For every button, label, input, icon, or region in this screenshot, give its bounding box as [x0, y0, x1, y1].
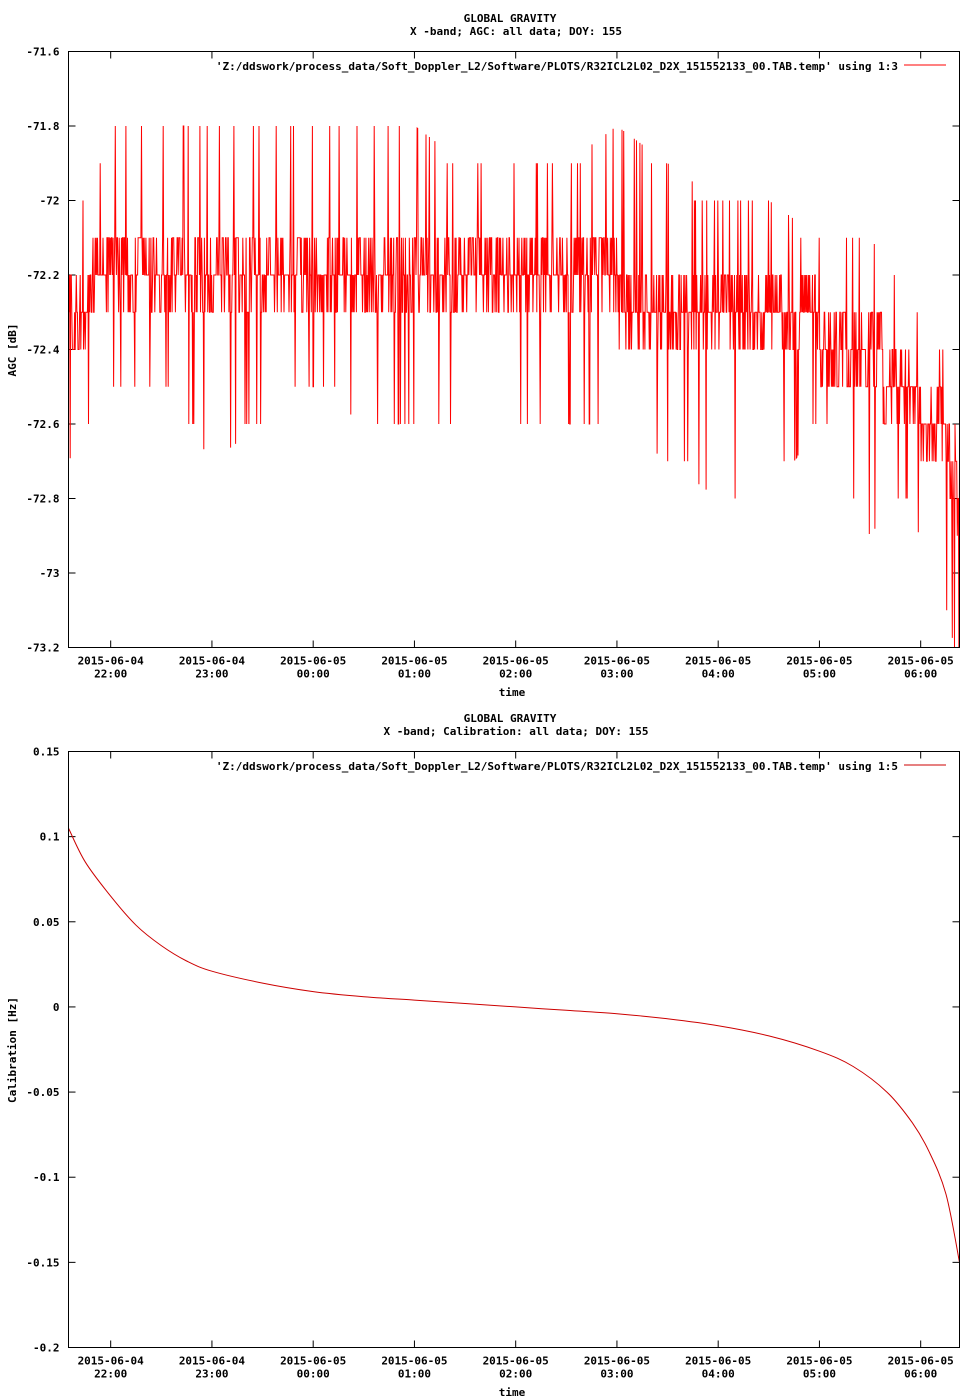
y-axis-label: AGC [dB]: [6, 324, 19, 377]
agc-chart: GLOBAL GRAVITY X -band; AGC: all data; D…: [6, 12, 960, 699]
x-tick-label-time: 05:00: [803, 668, 836, 681]
x-tick-label-time: 04:00: [702, 1368, 735, 1381]
x-tick-label-time: 03:00: [600, 668, 633, 681]
x-tick-label-date: 2015-06-05: [888, 1355, 954, 1368]
x-tick-label-date: 2015-06-04: [78, 1355, 145, 1368]
series-calibration: [68, 827, 960, 1263]
x-tick-label-date: 2015-06-05: [786, 1355, 852, 1368]
legend-label: 'Z:/ddswork/process_data/Soft_Doppler_L2…: [216, 60, 898, 73]
x-tick-label-date: 2015-06-05: [280, 1355, 346, 1368]
chart-subtitle: X -band; Calibration: all data; DOY: 155: [384, 725, 649, 738]
y-tick-label: -0.1: [33, 1171, 60, 1184]
y-tick-label: -0.05: [26, 1086, 59, 1099]
x-axis-label: time: [499, 1386, 526, 1399]
y-tick-label: -72.6: [26, 418, 59, 431]
y-tick-label: -72: [40, 195, 60, 208]
x-tick-label-time: 00:00: [297, 1368, 330, 1381]
x-tick-label-date: 2015-06-04: [179, 655, 246, 668]
x-tick-label-time: 05:00: [803, 1368, 836, 1381]
x-tick-label-date: 2015-06-05: [584, 655, 650, 668]
x-tick-label-date: 2015-06-04: [78, 655, 145, 668]
y-tick-label: 0.1: [40, 831, 60, 844]
plot-frame: [68, 51, 960, 648]
x-tick-label-time: 04:00: [702, 668, 735, 681]
legend-label: 'Z:/ddswork/process_data/Soft_Doppler_L2…: [216, 760, 898, 773]
x-tick-label-time: 23:00: [195, 1368, 228, 1381]
x-tick-label-date: 2015-06-05: [888, 655, 954, 668]
x-tick-label-time: 06:00: [904, 1368, 937, 1381]
x-tick-label-date: 2015-06-05: [685, 1355, 751, 1368]
chart-subtitle: X -band; AGC: all data; DOY: 155: [410, 25, 622, 38]
x-tick-label-date: 2015-06-04: [179, 1355, 246, 1368]
x-tick-label-time: 02:00: [499, 668, 532, 681]
y-tick-label: -72.2: [26, 269, 59, 282]
x-tick-label-time: 00:00: [297, 668, 330, 681]
x-tick-label-date: 2015-06-05: [483, 655, 549, 668]
y-axis-label: Calibration [Hz]: [6, 997, 19, 1103]
axes: 0.15 0.1 0.05 0 -0.05 -0.1 -0.15 -0.2 2015-06-04…: [26, 746, 960, 1381]
agc-series-line: [68, 125, 960, 648]
x-tick-label-date: 2015-06-05: [786, 655, 852, 668]
x-tick-label-date: 2015-06-05: [280, 655, 346, 668]
y-tick-label: -73.2: [26, 642, 59, 655]
x-tick-label-date: 2015-06-05: [685, 655, 751, 668]
calibration-series-line: [68, 827, 960, 1263]
x-tick-label-date: 2015-06-05: [483, 1355, 549, 1368]
y-tick-label: -72.8: [26, 493, 59, 506]
x-tick-label-date: 2015-06-05: [381, 1355, 447, 1368]
y-tick-label: -73: [40, 567, 60, 580]
calibration-chart: GLOBAL GRAVITY X -band; Calibration: all…: [6, 712, 960, 1399]
x-tick-label-time: 22:00: [94, 668, 127, 681]
x-tick-label-date: 2015-06-05: [381, 655, 447, 668]
chart-title: GLOBAL GRAVITY: [464, 12, 557, 25]
y-tick-label: -0.15: [26, 1256, 59, 1269]
axes: -71.6 -71.8 -72 -72.2 -72.4 -72.6 -72.8 -73 -73.…: [26, 46, 960, 681]
y-tick-label: -72.4: [26, 344, 59, 357]
y-tick-label: 0: [53, 1001, 60, 1014]
y-tick-label: -71.6: [26, 46, 59, 59]
x-tick-label-time: 01:00: [398, 668, 431, 681]
x-tick-label-time: 02:00: [499, 1368, 532, 1381]
x-tick-label-date: 2015-06-05: [584, 1355, 650, 1368]
x-tick-label-time: 01:00: [398, 1368, 431, 1381]
plot-frame: [68, 751, 960, 1348]
y-tick-label: 0.15: [33, 746, 60, 759]
y-tick-label: 0.05: [33, 916, 60, 929]
chart-title: GLOBAL GRAVITY: [464, 712, 557, 725]
x-tick-label-time: 23:00: [195, 668, 228, 681]
series-agc: [68, 125, 960, 648]
x-tick-label-time: 03:00: [600, 1368, 633, 1381]
x-tick-label-time: 22:00: [94, 1368, 127, 1381]
y-tick-label: -0.2: [33, 1342, 60, 1355]
x-axis-label: time: [499, 686, 526, 699]
y-tick-label: -71.8: [26, 120, 59, 133]
x-tick-label-time: 06:00: [904, 668, 937, 681]
